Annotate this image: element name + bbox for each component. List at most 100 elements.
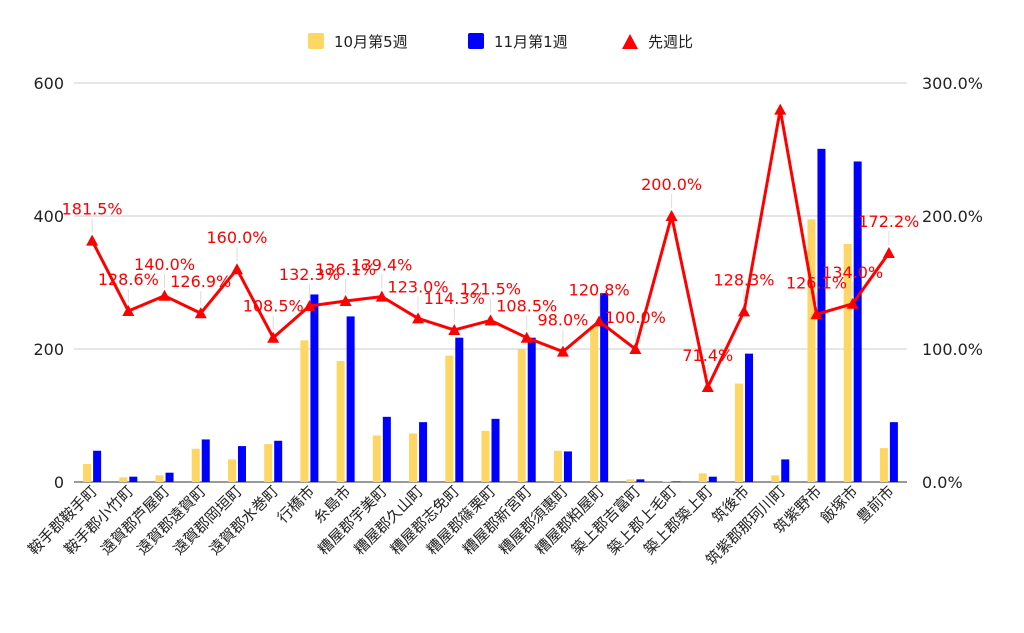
bar-nov-week1 bbox=[817, 148, 826, 482]
ratio-data-label: 181.5% bbox=[62, 200, 123, 219]
bar-nov-week1 bbox=[237, 446, 246, 482]
bar-nov-week1 bbox=[708, 476, 717, 482]
bar-nov-week1 bbox=[636, 479, 645, 482]
bar-nov-week1 bbox=[93, 450, 102, 482]
bar-nov-week1 bbox=[781, 459, 790, 482]
category-label: 飯塚市 bbox=[817, 482, 862, 527]
ratio-data-label: 71.4% bbox=[682, 346, 733, 365]
legend: 10月第5週 11月第1週 先週比 bbox=[308, 33, 693, 51]
ratio-data-label: 128.3% bbox=[714, 270, 775, 289]
ratio-marker bbox=[593, 315, 606, 327]
right-tick-label: 200.0% bbox=[922, 207, 983, 226]
ratio-data-label: 200.0% bbox=[641, 175, 702, 194]
category-label: 行橋市 bbox=[274, 482, 319, 527]
bar-nov-week1 bbox=[274, 440, 283, 482]
ratio-marker bbox=[230, 263, 243, 275]
bar-oct-week5 bbox=[372, 435, 381, 482]
bar-oct-week5 bbox=[119, 477, 128, 482]
ratio-marker bbox=[267, 331, 280, 343]
ratio-marker bbox=[303, 300, 316, 312]
ratio-marker bbox=[484, 314, 497, 326]
bar-oct-week5 bbox=[264, 444, 273, 482]
left-tick-label: 600 bbox=[33, 74, 64, 93]
left-tick-label: 0 bbox=[54, 473, 64, 492]
ratio-data-label: 172.2% bbox=[858, 212, 919, 231]
ratio-marker bbox=[882, 246, 895, 258]
bar-oct-week5 bbox=[336, 360, 345, 482]
ratio-data-label: 100.0% bbox=[605, 308, 666, 327]
bar-oct-week5 bbox=[300, 340, 309, 482]
bar-nov-week1 bbox=[346, 316, 355, 482]
ratio-marker bbox=[122, 304, 135, 316]
bar-oct-week5 bbox=[445, 355, 454, 482]
ratio-marker bbox=[629, 343, 642, 354]
category-label: 豊前市 bbox=[853, 482, 898, 527]
bar-oct-week5 bbox=[879, 448, 888, 482]
bar-oct-week5 bbox=[771, 475, 780, 482]
legend-label: 先週比 bbox=[648, 33, 693, 51]
ratio-data-label: 120.8% bbox=[569, 280, 630, 299]
ratio-marker bbox=[448, 323, 461, 335]
ratio-data-label: 140.0% bbox=[134, 255, 195, 274]
bar-nov-week1 bbox=[201, 439, 210, 482]
bars bbox=[83, 148, 898, 482]
bar-nov-week1 bbox=[455, 337, 464, 482]
ratio-data-label: 126.1% bbox=[786, 273, 847, 292]
bar-nov-week1 bbox=[419, 422, 428, 482]
bar-nov-week1 bbox=[853, 161, 862, 482]
bar-oct-week5 bbox=[155, 475, 164, 482]
ratio-data-label: 136.1% bbox=[315, 260, 376, 279]
ratio-data-label: 139.4% bbox=[351, 256, 412, 275]
bar-nov-week1 bbox=[310, 294, 319, 482]
ratio-marker bbox=[774, 103, 787, 115]
ratio-data-label: 128.6% bbox=[98, 270, 159, 289]
ratio-marker bbox=[412, 312, 425, 324]
ratio-marker bbox=[194, 307, 207, 319]
left-axis-ticks: 0 200 400 600 bbox=[33, 74, 64, 492]
ratio-line-path bbox=[90, 108, 891, 389]
bar-oct-week5 bbox=[698, 473, 707, 482]
ratio-data-label: 126.9% bbox=[170, 272, 231, 291]
bar-oct-week5 bbox=[735, 383, 744, 482]
bar-oct-week5 bbox=[191, 448, 200, 482]
ratio-marker bbox=[665, 210, 678, 221]
gridlines bbox=[74, 82, 907, 483]
bar-nov-week1 bbox=[563, 451, 572, 482]
bar-oct-week5 bbox=[590, 325, 599, 482]
bar-oct-week5 bbox=[227, 459, 236, 482]
ratio-data-label: 134.0% bbox=[822, 263, 883, 282]
bar-nov-week1 bbox=[745, 353, 754, 482]
bar-nov-week1 bbox=[491, 418, 500, 482]
legend-label: 10月第5週 bbox=[334, 33, 408, 51]
right-axis-ticks: 0.0% 100.0% 200.0% 300.0% bbox=[922, 74, 983, 492]
right-tick-label: 300.0% bbox=[922, 74, 983, 93]
ratio-data-label: 108.5% bbox=[496, 297, 557, 316]
ratio-data-label: 114.3% bbox=[424, 289, 485, 308]
bar-nov-week1 bbox=[129, 476, 138, 482]
bar-nov-week1 bbox=[889, 422, 898, 482]
ratio-data-label: 123.0% bbox=[388, 277, 449, 296]
bar-oct-week5 bbox=[481, 430, 490, 482]
bar-oct-week5 bbox=[843, 243, 852, 482]
left-tick-label: 400 bbox=[33, 207, 64, 226]
ratio-marker bbox=[846, 297, 859, 309]
right-tick-label: 100.0% bbox=[922, 340, 983, 359]
ratio-data-label: 98.0% bbox=[538, 311, 589, 330]
bar-nov-week1 bbox=[600, 293, 609, 482]
bar-oct-week5 bbox=[626, 479, 635, 482]
bar-oct-week5 bbox=[83, 464, 92, 482]
ratio-marker bbox=[701, 381, 714, 393]
left-tick-label: 200 bbox=[33, 340, 64, 359]
ratio-data-label: 132.3% bbox=[279, 265, 340, 284]
ratio-marker bbox=[375, 290, 388, 302]
ratio-marker bbox=[738, 305, 751, 317]
ratio-data-label: 160.0% bbox=[206, 228, 267, 247]
bar-oct-week5 bbox=[662, 481, 671, 482]
ratio-marker bbox=[556, 345, 569, 357]
bar-nov-week1 bbox=[165, 472, 174, 482]
legend-swatch bbox=[622, 34, 638, 49]
ratio-data-label: 121.5% bbox=[460, 279, 521, 298]
right-tick-label: 0.0% bbox=[922, 473, 963, 492]
data-labels: 181.5% 128.6%140.0%126.9% 160.0% 108.5% 132.… bbox=[62, 175, 919, 380]
